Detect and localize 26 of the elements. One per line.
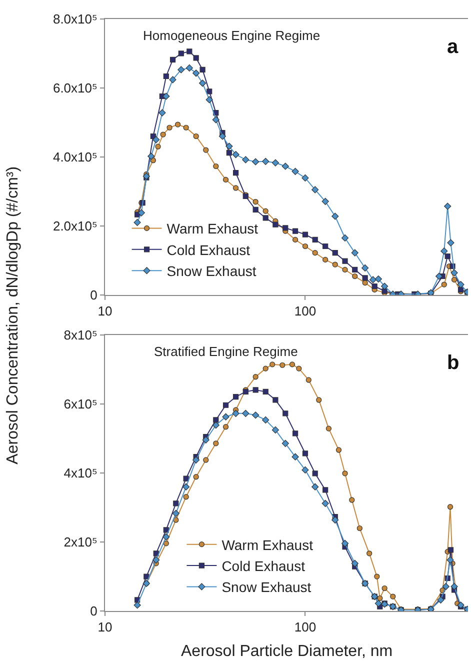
legend-label: Snow Exhaust [222,579,312,596]
legend-label: Snow Exhaust [166,263,256,280]
legend-label: Cold Exhaust [166,242,250,258]
legend-label: Cold Exhaust [222,558,306,574]
legend-label: Warm Exhaust [222,536,314,553]
x-tick-label: 10 [98,303,112,318]
y-tick-label: 4.0x10⁵ [52,149,98,164]
y-tick-label: 4x10⁵ [64,466,98,481]
x-tick-label: 10 [98,620,112,635]
x-tick-label: 100 [294,303,316,318]
y-tick-label: 2.0x10⁵ [52,218,98,234]
y-tick-label: 8.0x10⁵ [52,12,98,27]
text: Stratified Engine Regime [154,344,298,359]
x-axis-title: Aerosol Particle Diameter, nm [181,643,393,660]
annotation: a [447,36,459,58]
y-tick-label: 0 [90,287,98,302]
annotation: b [447,352,460,374]
y-tick-label: 2x10⁵ [64,534,98,550]
legend-label: Warm Exhaust [166,220,258,237]
x-tick-label: 100 [294,620,316,635]
y-tick-label: 6x10⁵ [64,396,98,412]
text: Homogeneous Engine Regime [143,28,320,43]
y-tick-label: 0 [90,604,98,619]
y-axis-title: Aerosol Concentration, dN/dlogDp (#/cm³) [4,166,22,464]
y-tick-label: 8x10⁵ [64,328,98,343]
y-tick-label: 6.0x10⁵ [52,80,98,96]
